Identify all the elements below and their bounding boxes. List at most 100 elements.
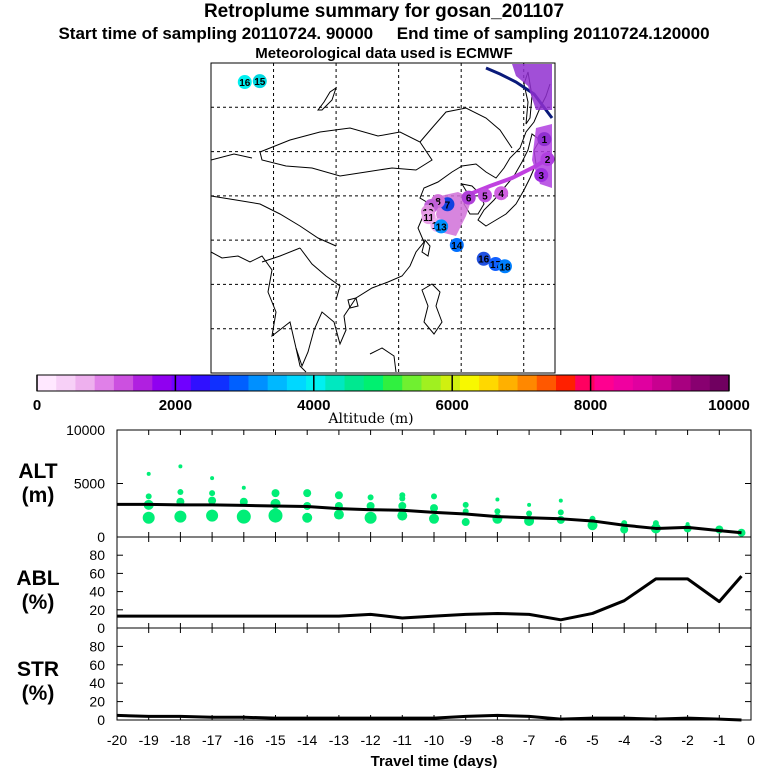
plume-marker-dot: [534, 168, 549, 183]
colorbar-swatch: [671, 375, 692, 391]
coastline-malay: [295, 347, 307, 373]
alt-dot: [558, 498, 563, 503]
alt-dot: [430, 504, 438, 513]
colorbar-label: Altitude (m): [327, 411, 413, 427]
alt-dot: [431, 493, 437, 500]
alt-dot: [652, 520, 659, 527]
coastline-baikal: [317, 86, 337, 111]
coastline-philippines: [421, 283, 443, 335]
alt-dot: [557, 509, 564, 516]
plume-marker-dot: [540, 152, 555, 167]
colorbar-swatch: [171, 375, 192, 391]
panel-ylabel-unit: (%): [22, 591, 55, 614]
alt-dot: [620, 525, 629, 534]
panel-alt: 0 5000 10000 ALT(m): [18, 422, 752, 545]
alt-dot: [210, 476, 215, 481]
coastline-asia: [211, 83, 551, 368]
time-series-panels: 0500010000ALT(m)020406080ABL(%)020406080…: [16, 422, 755, 748]
alt-dot: [526, 510, 533, 517]
x-tick-label: -14: [297, 732, 317, 748]
x-tick-label: -11: [393, 732, 412, 748]
map-frame: [210, 62, 556, 374]
colorbar-swatch: [306, 375, 326, 391]
chart-subtitle-times: Start time of sampling 20110724. 90000 E…: [0, 24, 768, 44]
y-tick-label: 10000: [66, 422, 105, 438]
alt-dot: [236, 509, 251, 524]
alt-dot: [461, 518, 470, 527]
plume-marker-label: 1: [542, 135, 548, 146]
panel-frame: [116, 536, 752, 629]
x-tick-label: -6: [555, 732, 568, 748]
border-china-ne: [419, 107, 513, 149]
x-tick-label: -4: [618, 732, 631, 748]
x-tick-label: -17: [202, 732, 222, 748]
x-tick-label: -16: [234, 732, 254, 748]
alt-dot: [302, 512, 313, 523]
panel-ylabel: STR: [17, 658, 59, 681]
colorbar-swatch: [709, 375, 730, 391]
map-markers: 16151234567891011121314161718: [237, 74, 555, 274]
colorbar-swatch: [37, 375, 57, 391]
alt-dot: [397, 510, 408, 521]
plume-marker-label: 11: [423, 213, 434, 224]
plume-marker-label: 18: [499, 262, 511, 273]
alt-dot: [364, 511, 377, 524]
alt-dot: [174, 510, 187, 523]
alt-dot: [239, 497, 248, 506]
alt-dot: [685, 522, 690, 527]
alt-dot: [495, 497, 500, 502]
y-tick-label: 20: [89, 694, 105, 710]
coastline-borneo: [369, 347, 397, 373]
colorbar-tick-label: 6000: [436, 397, 469, 414]
map-gridlines: [211, 63, 555, 373]
alt-dot: [146, 471, 151, 476]
alt-dot: [399, 492, 406, 499]
plume-marker-dot: [461, 190, 476, 205]
y-tick-label: 20: [89, 602, 105, 618]
y-tick-label: 60: [89, 657, 105, 673]
colorbar-swatch: [152, 375, 173, 391]
plume-marker-dot: [477, 188, 492, 203]
alt-dot: [271, 489, 280, 498]
plume-marker-label: 2: [545, 155, 551, 166]
colorbar-swatch: [536, 375, 557, 391]
map-background: [211, 63, 555, 373]
alt-dot: [398, 501, 407, 510]
y-tick-label: 40: [89, 584, 105, 600]
colorbar-swatch: [652, 375, 672, 391]
plume-marker-label: 13: [436, 222, 448, 233]
colorbar-swatch: [402, 375, 422, 391]
colorbar-swatch: [190, 375, 211, 391]
x-tick-label: -18: [170, 732, 190, 748]
colorbar-swatch: [575, 375, 595, 391]
x-tick-label: -20: [107, 732, 127, 748]
alt-dot: [494, 508, 501, 515]
colorbar-swatch: [498, 375, 519, 391]
colorbar-swatch: [556, 375, 576, 391]
panel-ylabel-unit: (m): [22, 484, 55, 507]
x-tick-label: -10: [424, 732, 444, 748]
alt-dot: [333, 509, 344, 520]
plume-marker-label: 6: [466, 194, 472, 205]
colorbar-swatch: [613, 375, 634, 391]
x-tick-label: -12: [360, 732, 380, 748]
colorbar-swatch: [113, 375, 134, 391]
colorbar-swatch: [690, 375, 711, 391]
colorbar-tick-label: 0: [33, 397, 41, 414]
plume-marker-dot: [449, 238, 464, 253]
colorbar-swatch: [363, 375, 384, 391]
x-tick-label: -3: [650, 732, 663, 748]
colorbar-swatch: [210, 375, 230, 391]
colorbar-swatch: [479, 375, 499, 391]
retroplume-map: 16151234567891011121314161718: [210, 62, 556, 374]
colorbar-swatch: [421, 375, 442, 391]
plume-marker-label: 16: [239, 78, 251, 89]
alt-dot: [366, 501, 375, 510]
alt-dot: [208, 496, 217, 505]
alt-dot: [303, 489, 312, 498]
colorbar-swatch: [344, 375, 365, 391]
plume-marker-label: 8: [435, 197, 441, 208]
colorbar-tick-label: 8000: [574, 397, 607, 414]
alt-dot: [241, 485, 246, 490]
